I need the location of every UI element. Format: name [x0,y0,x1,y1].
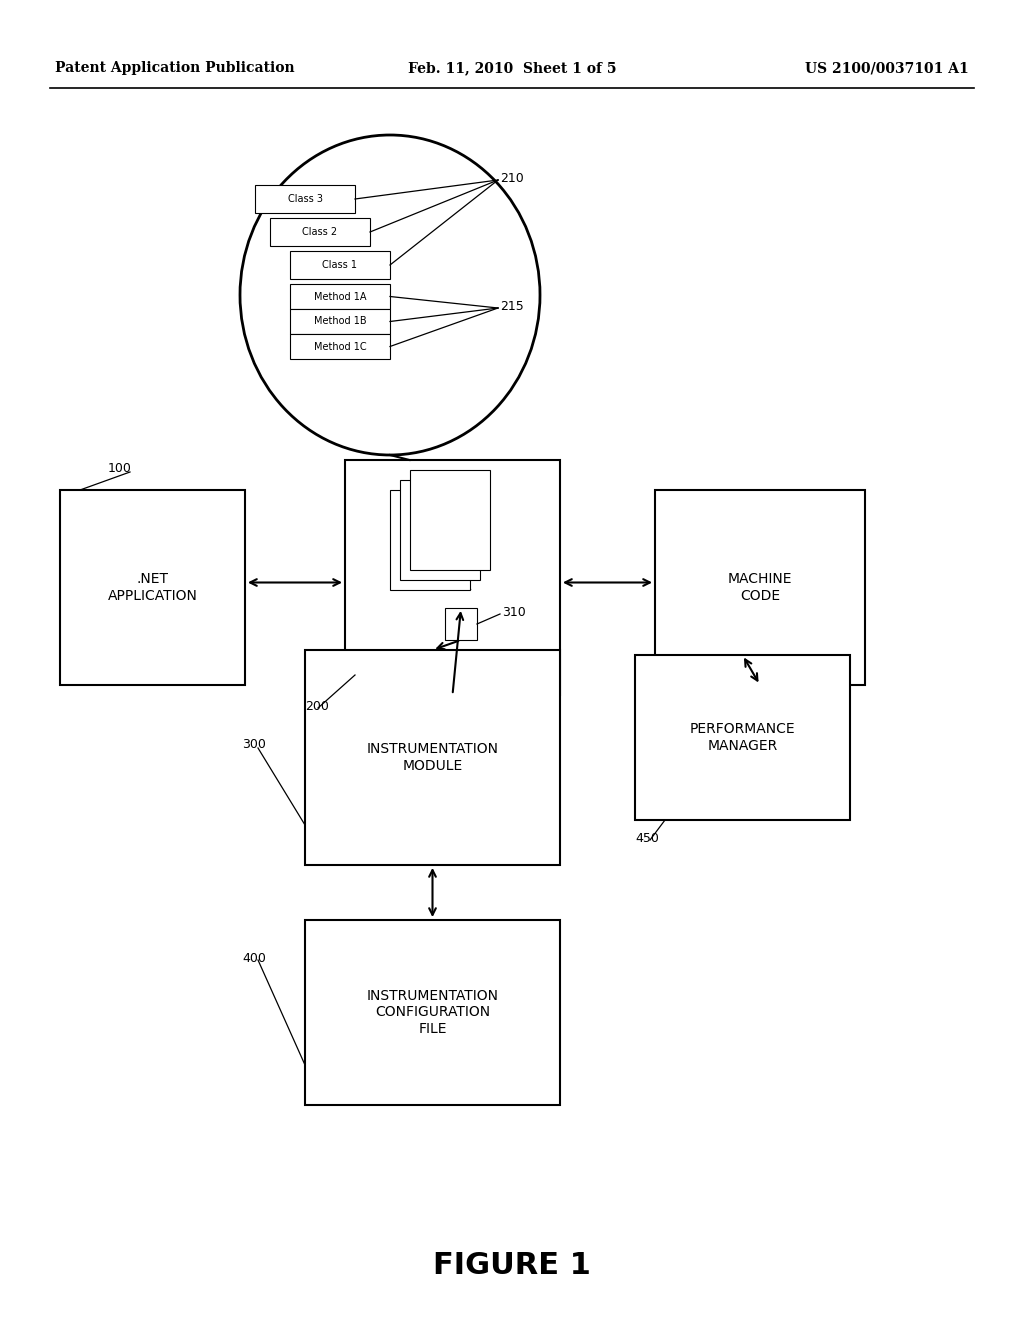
Text: 100: 100 [108,462,132,474]
Bar [255,185,355,213]
Text: Method 1A: Method 1A [313,292,367,301]
Text: FIGURE 1: FIGURE 1 [433,1250,591,1279]
Text: 210: 210 [500,172,523,185]
Bar [290,309,390,334]
Text: Method 1C: Method 1C [313,342,367,351]
Text: CIL
CODE: CIL CODE [432,562,472,593]
Bar [635,655,850,820]
Text: .NET
APPLICATION: .NET APPLICATION [108,573,198,603]
Text: PERFORMANCE
MANAGER: PERFORMANCE MANAGER [690,722,796,752]
Text: 400: 400 [242,952,266,965]
Text: 300: 300 [242,738,266,751]
Bar [290,284,390,309]
Text: Class 2: Class 2 [302,227,338,238]
Text: 310: 310 [502,606,525,619]
Text: Feb. 11, 2010  Sheet 1 of 5: Feb. 11, 2010 Sheet 1 of 5 [408,61,616,75]
Bar [445,609,477,640]
Bar [290,334,390,359]
Bar [290,251,390,279]
Text: Patent Application Publication: Patent Application Publication [55,61,295,75]
Text: 450: 450 [635,832,658,845]
Text: US 2100/0037101 A1: US 2100/0037101 A1 [805,61,969,75]
Bar [270,218,370,246]
Bar [410,470,490,570]
Bar [390,490,470,590]
Bar [655,490,865,685]
Text: INSTRUMENTATION
CONFIGURATION
FILE: INSTRUMENTATION CONFIGURATION FILE [367,989,499,1036]
Text: 215: 215 [500,300,523,313]
Text: Class 3: Class 3 [288,194,323,205]
Bar [345,459,560,696]
Text: 200: 200 [305,700,329,713]
Text: INSTRUMENTATION
MODULE: INSTRUMENTATION MODULE [367,742,499,772]
Bar [400,480,480,579]
Text: Class 1: Class 1 [323,260,357,271]
Bar [60,490,245,685]
Text: Method 1B: Method 1B [313,317,367,326]
Text: MACHINE
CODE: MACHINE CODE [728,573,793,603]
Bar [305,649,560,865]
Bar [305,920,560,1105]
